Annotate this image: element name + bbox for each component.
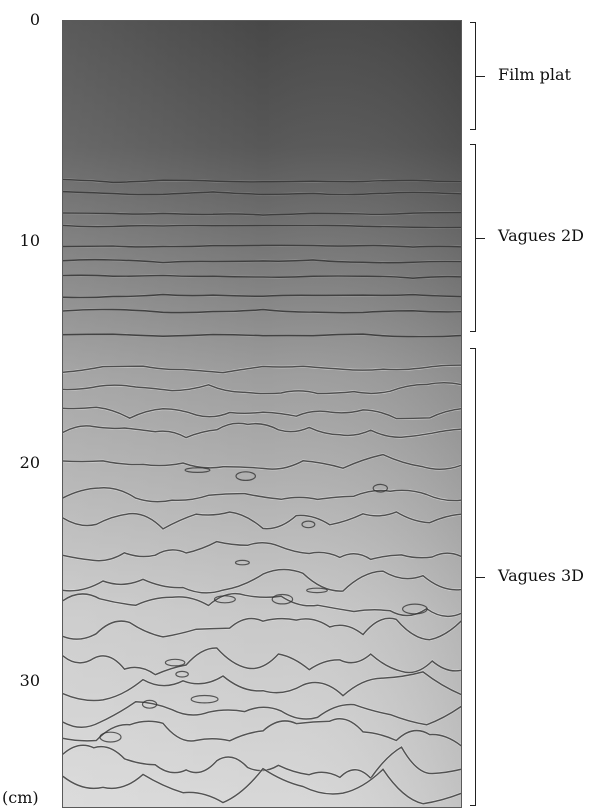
bracket-vagues-3d bbox=[470, 348, 485, 806]
axis-tick-10: 10 bbox=[19, 231, 40, 250]
region-label-vagues-2d: Vagues 2D bbox=[498, 226, 584, 245]
wave-front-3d bbox=[63, 511, 461, 530]
film-photograph bbox=[63, 21, 461, 807]
wave-front-3d bbox=[63, 647, 461, 676]
wave-front-2d bbox=[63, 293, 461, 299]
bracket-vagues-2d bbox=[470, 144, 485, 332]
wave-front-2d bbox=[63, 308, 461, 314]
wave-droplet bbox=[271, 593, 294, 605]
wave-front-2d bbox=[63, 274, 461, 280]
wave-droplet bbox=[213, 595, 236, 604]
bracket-film-plat bbox=[470, 22, 485, 130]
wave-droplet bbox=[190, 694, 219, 704]
wave-droplet bbox=[184, 467, 211, 474]
wave-droplet bbox=[175, 670, 189, 678]
wave-front-2d bbox=[63, 190, 461, 196]
wave-front-3d bbox=[63, 487, 461, 503]
region-label-film-plat: Film plat bbox=[498, 65, 571, 84]
bracket-tick bbox=[475, 76, 485, 77]
axis-tick-30: 30 bbox=[19, 671, 40, 690]
wave-front-2d bbox=[63, 244, 461, 248]
wave-droplet bbox=[306, 587, 328, 594]
wave-droplet bbox=[301, 520, 316, 529]
wave-front-3d bbox=[63, 422, 461, 439]
wave-front-2d bbox=[63, 224, 461, 229]
axis-tick-0: 0 bbox=[29, 10, 40, 29]
wave-front-3d bbox=[63, 382, 461, 395]
wave-droplet bbox=[402, 603, 428, 615]
wave-fronts bbox=[63, 178, 461, 806]
wave-front-2d bbox=[63, 258, 461, 264]
region-label-vagues-3d: Vagues 3D bbox=[498, 566, 584, 585]
wave-droplet bbox=[164, 658, 186, 667]
wave-front-3d bbox=[63, 671, 461, 702]
wave-front-3d bbox=[63, 617, 461, 641]
wave-front-3d bbox=[63, 718, 461, 747]
wave-front-3d bbox=[63, 767, 461, 805]
falling-film-photo bbox=[62, 20, 462, 808]
wave-front-3d bbox=[63, 406, 461, 420]
wave-front-3d bbox=[63, 592, 461, 618]
bracket-tick bbox=[475, 238, 485, 239]
wave-front-3d bbox=[63, 568, 461, 594]
wave-front-3d bbox=[63, 453, 461, 470]
wave-front-2d bbox=[63, 333, 461, 338]
wave-front-3d bbox=[63, 701, 461, 728]
wave-droplet bbox=[234, 559, 250, 566]
wave-front-3d bbox=[63, 364, 461, 374]
wave-droplet bbox=[372, 483, 388, 493]
wave-front-2d bbox=[63, 178, 461, 184]
wave-droplet bbox=[141, 699, 158, 709]
axis-unit: (cm) bbox=[2, 788, 39, 807]
wave-droplet bbox=[99, 731, 122, 743]
wave-front-2d bbox=[63, 211, 461, 216]
wave-front-3d bbox=[63, 540, 461, 562]
bracket-tick bbox=[475, 577, 485, 578]
axis-tick-20: 20 bbox=[19, 453, 40, 472]
wave-droplet bbox=[235, 471, 256, 482]
